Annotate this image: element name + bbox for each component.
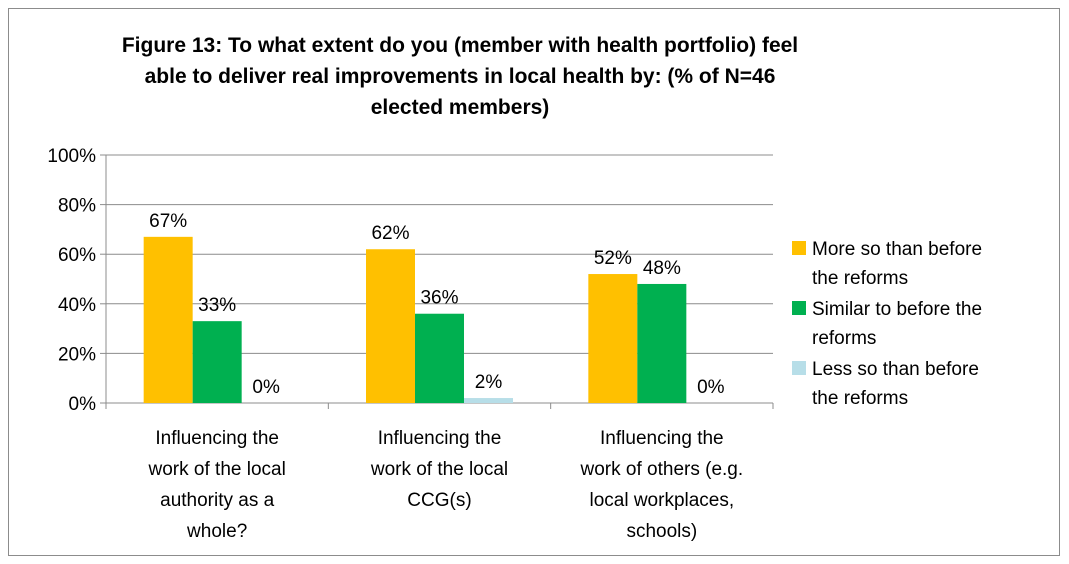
y-tick-label: 20% <box>58 344 96 365</box>
category-label: work of the local <box>148 459 286 480</box>
category-label: local workplaces, <box>589 490 734 511</box>
y-tick-label: 0% <box>69 394 97 415</box>
legend-swatch <box>792 301 806 315</box>
bar <box>588 274 638 403</box>
legend-label: the reforms <box>812 268 908 289</box>
legend-label: reforms <box>812 328 876 349</box>
category-label: work of others (e.g. <box>580 459 744 480</box>
data-label: 48% <box>643 258 681 279</box>
data-label: 2% <box>475 372 503 393</box>
y-tick-label: 100% <box>47 146 96 167</box>
y-tick-label: 80% <box>58 196 96 217</box>
bar <box>143 236 193 403</box>
chart-title: Figure 13: To what extent do you (member… <box>121 34 799 119</box>
category-label: CCG(s) <box>407 490 471 511</box>
bar <box>637 283 687 403</box>
data-label: 52% <box>594 248 632 269</box>
bar <box>415 313 464 403</box>
data-label: 62% <box>371 223 409 244</box>
data-label: 33% <box>198 295 236 316</box>
category-label: Influencing the <box>155 428 279 449</box>
data-label: 0% <box>252 377 280 398</box>
y-tick-label: 60% <box>58 245 96 266</box>
category-label: Influencing the <box>378 428 502 449</box>
bar <box>464 398 513 403</box>
category-label: Influencing the <box>600 428 724 449</box>
category-label: work of the local <box>370 459 508 480</box>
bar <box>366 249 415 403</box>
data-label: 67% <box>149 211 187 232</box>
legend-swatch <box>792 241 806 255</box>
legend-label: the reforms <box>812 388 908 409</box>
category-label: schools) <box>626 521 697 542</box>
legend-label: Less so than before <box>812 359 979 380</box>
category-label: whole? <box>186 521 247 542</box>
category-label: authority as a <box>160 490 274 511</box>
legend-label: Similar to before the <box>812 299 982 320</box>
legend-swatch <box>792 361 806 375</box>
data-label: 0% <box>697 377 725 398</box>
data-label: 36% <box>420 288 458 309</box>
bar <box>192 321 242 403</box>
y-tick-label: 40% <box>58 295 96 316</box>
legend-label: More so than before <box>812 239 982 260</box>
